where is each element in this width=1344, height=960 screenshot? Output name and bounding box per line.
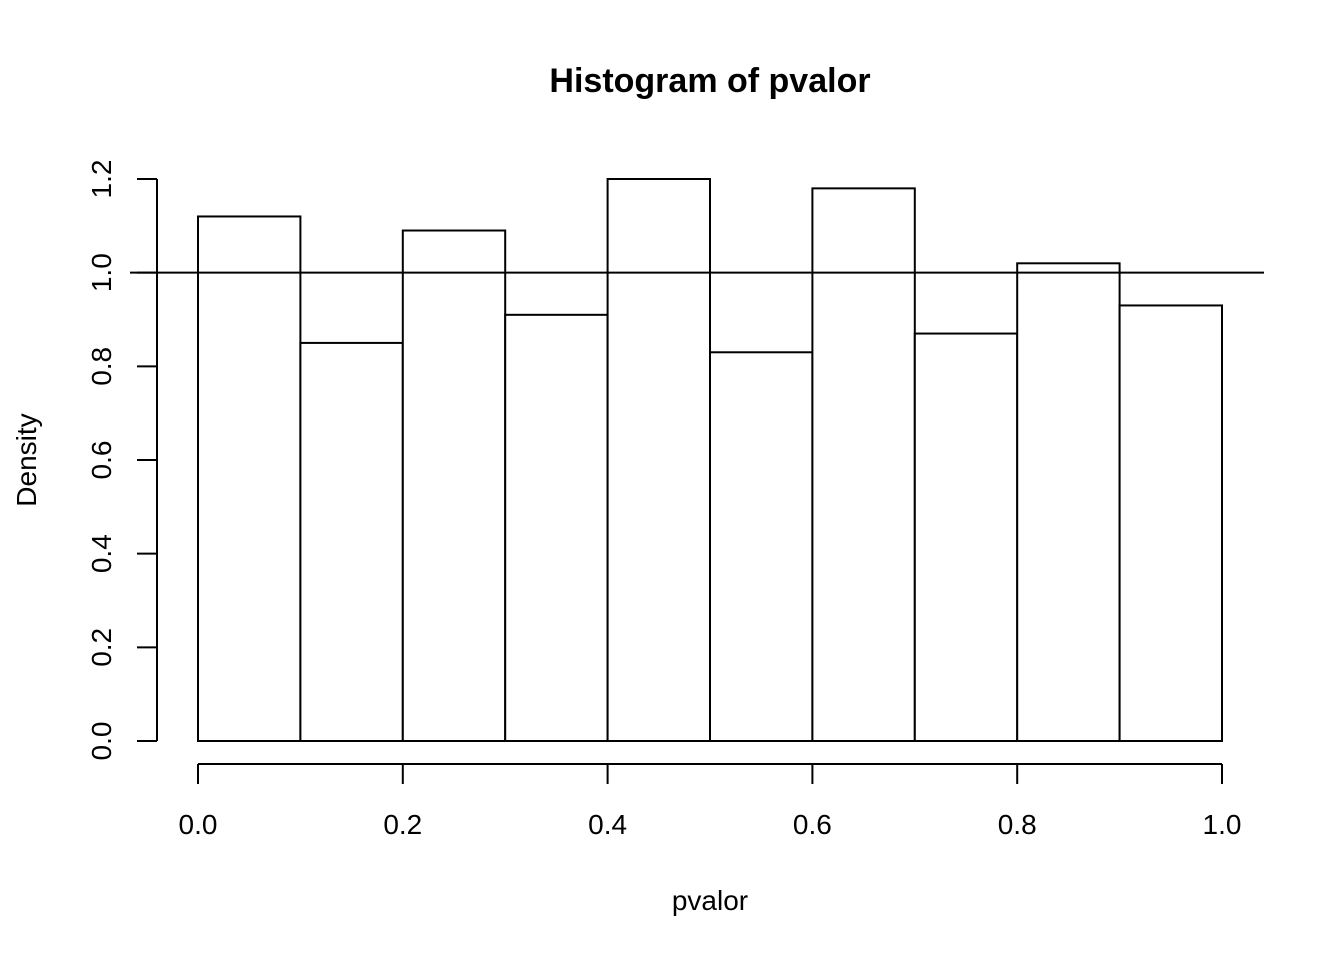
x-axis-label: pvalor <box>672 885 748 916</box>
histogram-bar-3 <box>504 313 609 742</box>
histogram-bar-6 <box>811 187 916 743</box>
y-tick-label-6: 1.2 <box>86 160 117 199</box>
histogram-bar-7 <box>913 332 1019 742</box>
histogram-bar-8 <box>1016 262 1121 742</box>
histogram-bar-0 <box>197 215 302 742</box>
y-tick-label-5: 1.0 <box>86 253 117 292</box>
y-tick-label-1: 0.2 <box>86 628 117 667</box>
histogram-bar-2 <box>401 229 507 742</box>
x-tick-label-1: 0.2 <box>383 809 422 840</box>
x-axis: 0.0 0.2 0.4 0.6 0.8 1.0 <box>179 763 1242 840</box>
y-axis-label: Density <box>11 413 42 506</box>
y-tick-label-4: 0.8 <box>86 347 117 386</box>
histogram-bar-5 <box>709 351 814 742</box>
y-axis: 0.0 0.2 0.4 0.6 0.8 1.0 1.2 <box>86 160 158 761</box>
x-tick-label-3: 0.6 <box>793 809 832 840</box>
y-tick-label-2: 0.4 <box>86 534 117 573</box>
y-tick-label-0: 0.0 <box>86 722 117 761</box>
chart-title: Histogram of pvalor <box>549 62 870 100</box>
x-tick-label-0: 0.0 <box>179 809 218 840</box>
bars-group <box>197 178 1223 743</box>
histogram-bar-9 <box>1118 304 1223 742</box>
y-tick-label-3: 0.6 <box>86 441 117 480</box>
histogram-bar-4 <box>606 178 711 742</box>
x-tick-label-5: 1.0 <box>1203 809 1242 840</box>
histogram-bar-1 <box>299 341 404 742</box>
x-tick-label-2: 0.4 <box>588 809 627 840</box>
x-tick-label-4: 0.8 <box>998 809 1037 840</box>
